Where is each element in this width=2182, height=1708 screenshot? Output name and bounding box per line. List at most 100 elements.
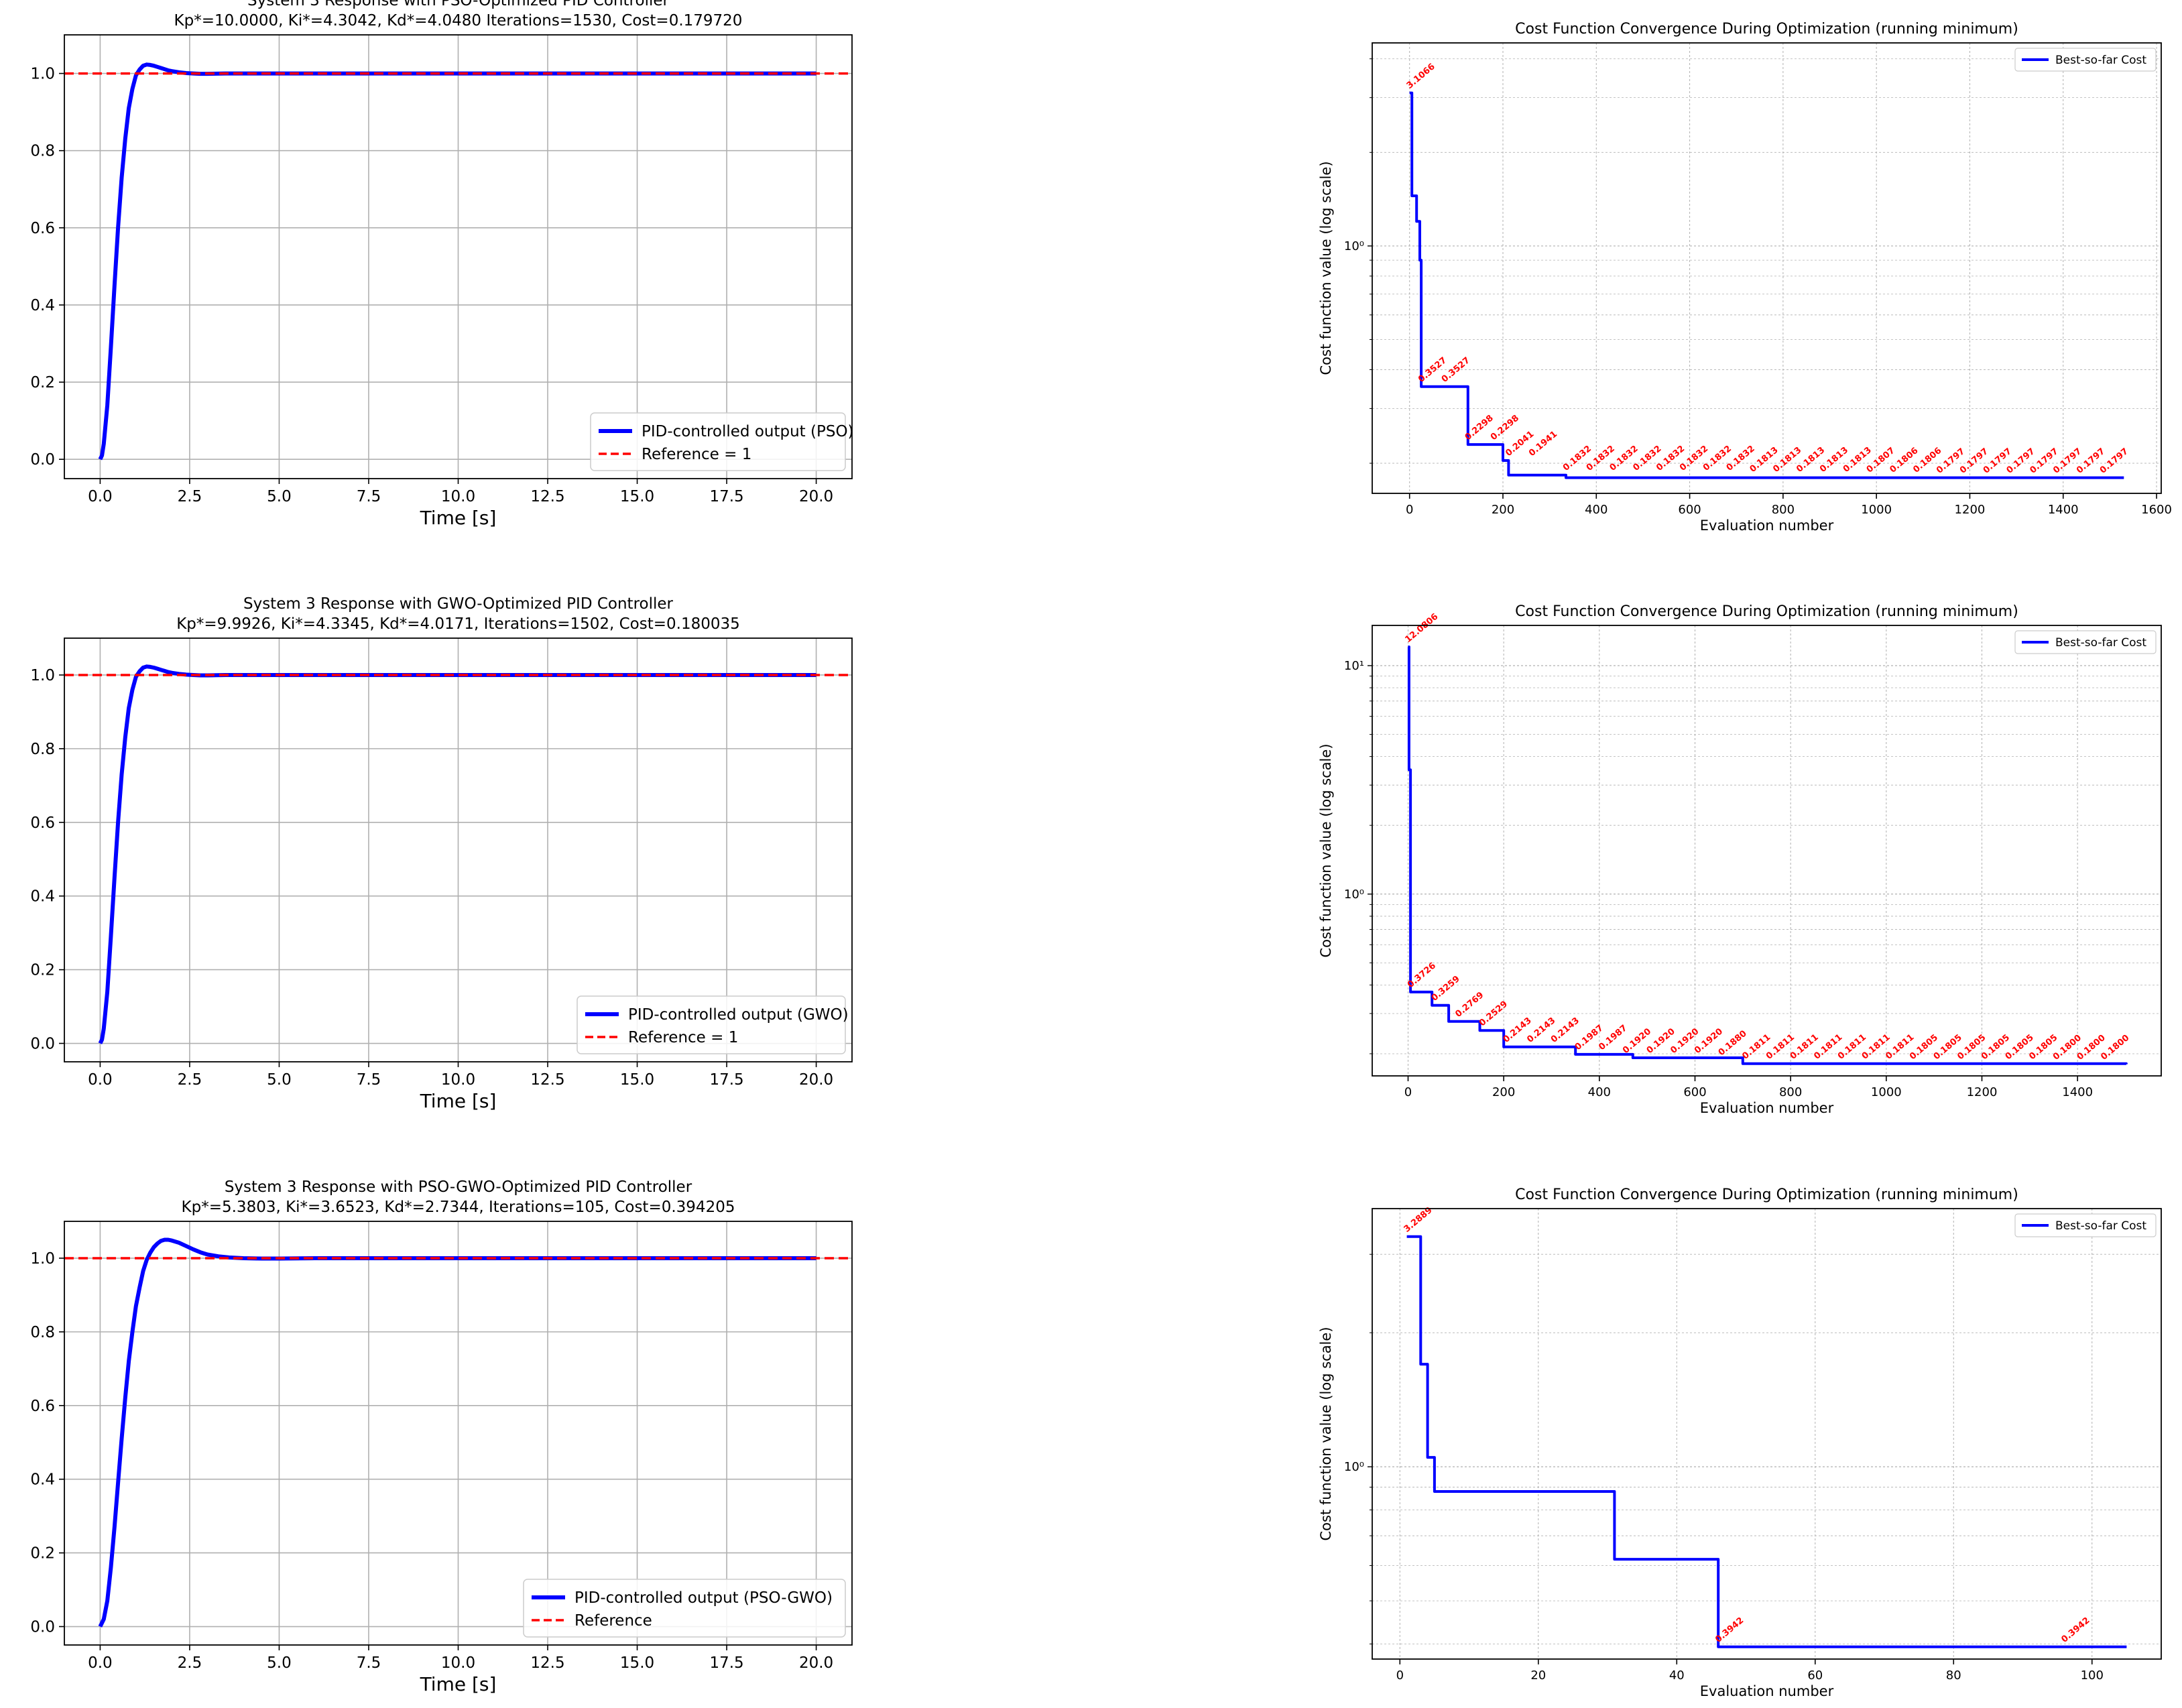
x-tick-label: 5.0	[267, 1071, 292, 1089]
x-tick-label: 7.5	[357, 1071, 381, 1089]
x-axis-label: Time [s]	[420, 507, 497, 529]
y-tick-label: 1.0	[30, 667, 55, 684]
x-tick-label: 2.5	[178, 1654, 202, 1672]
legend-entry: Reference	[574, 1612, 652, 1630]
x-tick-label: 0.0	[88, 488, 113, 505]
x-tick-label: 60	[1807, 1668, 1823, 1683]
legend-box	[2014, 1213, 2157, 1237]
y-axis-label: Cost function value (log scale)	[1318, 1327, 1334, 1540]
chart-title: System 3 Response with GWO-Optimized PID…	[243, 595, 674, 613]
y-tick-label: 0.6	[30, 814, 55, 832]
x-tick-label: 1000	[1871, 1085, 1902, 1099]
series-group	[1409, 91, 2124, 479]
legend-entry: Reference = 1	[642, 446, 751, 463]
legend: Best-so-far Cost	[2014, 48, 2157, 72]
annotation-label: 3.2889	[1402, 1205, 1435, 1235]
x-tick-label: 12.5	[530, 1654, 564, 1672]
chart-resp-gwo: 0.0 2.5 5.0 7.5 10.0 12.5 15.0 17.5 20.0 0.0 0.2 0.…	[30, 595, 853, 1112]
x-tick-label: 0.0	[88, 1654, 113, 1672]
x-tick-label: 20.0	[799, 1071, 833, 1089]
x-axis-label: Evaluation number	[1700, 1100, 1834, 1116]
y-axis-label: Cost function value (log scale)	[1318, 161, 1334, 375]
x-tick-label: 1200	[1955, 503, 1986, 517]
y-tick-label: 10⁰	[1344, 888, 1364, 902]
x-tick-label: 0	[1404, 1085, 1412, 1099]
x-tick-label: 15.0	[620, 488, 654, 505]
x-tick-label: 1400	[2062, 1085, 2093, 1099]
chart-subtitle: Kp*=10.0000, Ki*=4.3042, Kd*=4.0480 Iter…	[174, 12, 743, 29]
legend-box	[2014, 48, 2157, 72]
y-tick-label: 0.0	[30, 1619, 55, 1636]
x-tick-label: 20.0	[799, 488, 833, 505]
plot-frame	[64, 34, 853, 479]
series-line-0	[1409, 91, 2124, 479]
x-tick-label: 1600	[2141, 503, 2172, 517]
plot-frame	[1372, 1208, 2162, 1660]
annotation-label: 12.0806	[1403, 612, 1440, 646]
series-group	[64, 1237, 852, 1628]
legend-box	[577, 995, 846, 1054]
x-tick-label: 600	[1683, 1085, 1706, 1099]
x-tick-label: 2.5	[178, 1071, 202, 1089]
x-tick-label: 2.5	[178, 488, 202, 505]
x-tick-label: 1200	[1967, 1085, 1998, 1099]
x-axis-label: Evaluation number	[1700, 1683, 1834, 1699]
y-tick-label: 0.8	[30, 1324, 55, 1341]
legend: PID-controlled output (GWO) Reference = 1	[577, 995, 849, 1054]
legend-entry: PID-controlled output (GWO)	[628, 1006, 849, 1024]
x-tick-label: 10.0	[441, 1654, 475, 1672]
annotation-label: 0.3942	[2059, 1615, 2092, 1645]
y-tick-label: 0.6	[30, 220, 55, 237]
annotation-label: 0.2298	[1489, 413, 1521, 442]
x-tick-label: 40	[1669, 1668, 1685, 1683]
series-group	[1407, 646, 2128, 1065]
y-tick-label: 10¹	[1344, 659, 1364, 673]
plot-frame	[64, 1221, 853, 1646]
annotation-label: 0.2529	[1477, 999, 1510, 1029]
x-tick-label: 10.0	[441, 1071, 475, 1089]
x-tick-label: 17.5	[709, 488, 743, 505]
x-tick-label: 800	[1772, 503, 1795, 517]
x-tick-label: 5.0	[267, 1654, 292, 1672]
chart-resp-psogwo: 0.0 2.5 5.0 7.5 10.0 12.5 15.0 17.5 20.0 0.0 0.2 0.…	[30, 1178, 853, 1695]
series-line-0	[1406, 1235, 2127, 1648]
legend-box	[590, 412, 846, 471]
x-tick-label: 400	[1585, 503, 1608, 517]
legend-entry: Reference = 1	[628, 1029, 738, 1046]
x-tick-label: 800	[1779, 1085, 1802, 1099]
legend-entry: PID-controlled output (PSO)	[642, 423, 854, 440]
chart-title: Cost Function Convergence During Optimiz…	[1515, 1186, 2018, 1203]
chart-title: System 3 Response with PSO-GWO-Optimized…	[225, 1178, 692, 1196]
chart-title: System 3 Response with PSO-Optimized PID…	[247, 0, 669, 9]
annotation-label: 0.3259	[1430, 974, 1462, 1003]
y-tick-label: 0.0	[30, 1036, 55, 1053]
series-group	[1406, 1235, 2127, 1648]
chart-title: Cost Function Convergence During Optimiz…	[1515, 603, 2018, 620]
legend-box	[523, 1579, 846, 1638]
x-tick-label: 0	[1396, 1668, 1404, 1683]
x-tick-label: 20.0	[799, 1654, 833, 1672]
x-tick-label: 5.0	[267, 488, 292, 505]
x-tick-label: 1000	[1861, 503, 1892, 517]
legend-entry: Best-so-far Cost	[2055, 636, 2146, 650]
y-tick-label: 0.4	[30, 297, 55, 314]
x-tick-label: 600	[1678, 503, 1701, 517]
series-group	[64, 62, 852, 461]
legend-entry: Best-so-far Cost	[2055, 1219, 2146, 1233]
x-tick-label: 7.5	[357, 488, 381, 505]
chart-resp-pso: 0.0 2.5 5.0 7.5 10.0 12.5 15.0 17.5 20.0 0.0 0.2 0.…	[30, 0, 854, 529]
legend-entry: PID-controlled output (PSO-GWO)	[574, 1589, 833, 1607]
y-axis-label: Cost function value (log scale)	[1318, 743, 1334, 957]
x-tick-label: 15.0	[620, 1654, 654, 1672]
y-tick-label: 0.0	[30, 451, 55, 469]
legend-entry: Best-so-far Cost	[2055, 54, 2146, 67]
x-tick-label: 10.0	[441, 488, 475, 505]
y-tick-label: 0.2	[30, 374, 55, 391]
x-tick-label: 400	[1588, 1085, 1611, 1099]
legend: Best-so-far Cost	[2014, 630, 2157, 654]
y-tick-label: 0.4	[30, 1471, 55, 1489]
x-tick-label: 100	[2081, 1668, 2104, 1683]
chart-title: Cost Function Convergence During Optimiz…	[1515, 21, 2018, 38]
